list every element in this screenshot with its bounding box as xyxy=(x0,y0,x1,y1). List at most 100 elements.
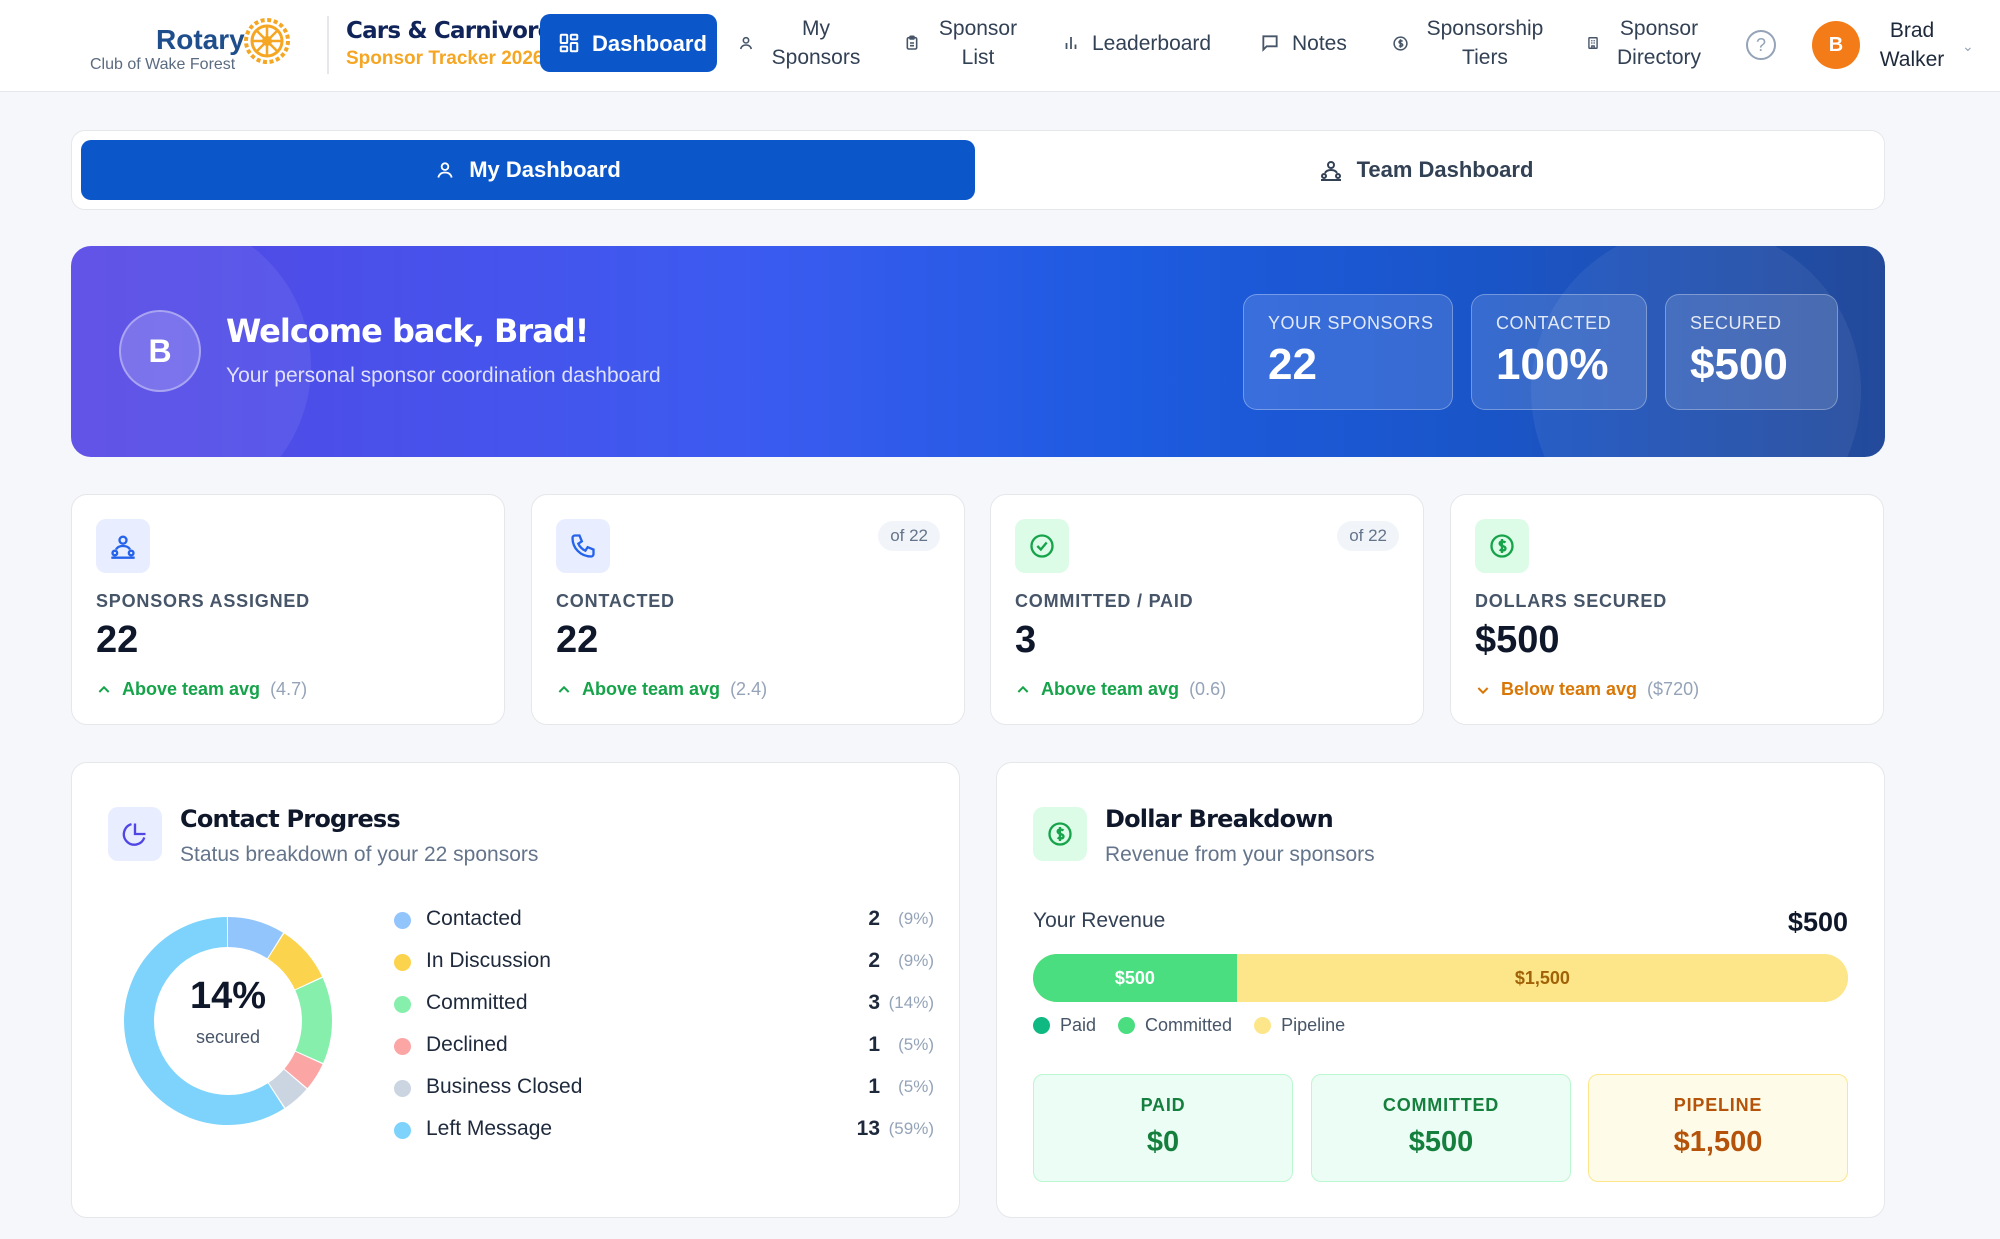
card-label: CONTACTED xyxy=(556,591,675,611)
nav-label: Sponsor Directory xyxy=(1616,17,1701,69)
card-contacted: of 22 CONTACTED 22 Above team avg (2.4) xyxy=(531,494,965,725)
welcome-banner: B Welcome back, Brad! Your personal spon… xyxy=(71,246,1885,457)
nav-leaderboard[interactable]: Leaderboard xyxy=(1062,14,1211,72)
hero-avatar: B xyxy=(119,310,201,392)
legend-item-committed: Committed xyxy=(1118,1015,1232,1036)
chevron-down-icon[interactable]: ⌄ xyxy=(1962,38,1974,54)
help-icon[interactable]: ? xyxy=(1746,30,1776,60)
user-icon xyxy=(437,162,453,178)
users-icon xyxy=(96,519,150,573)
panel-title: Contact Progress xyxy=(180,805,401,833)
tab-my-dashboard[interactable]: My Dashboard xyxy=(81,140,975,200)
nav-my-sponsors[interactable]: My Sponsors xyxy=(738,14,866,72)
box-committed: COMMITTED $500 xyxy=(1311,1074,1571,1182)
box-pipeline: PIPELINE $1,500 xyxy=(1588,1074,1848,1182)
legend-name: Committed xyxy=(426,991,528,1014)
legend-count: 2 xyxy=(868,907,880,930)
donut-segment-committed xyxy=(124,917,332,1125)
legend-row-business-closed: Business Closed 1 (5%) xyxy=(394,1073,934,1103)
panel-subtitle: Status breakdown of your 22 sponsors xyxy=(180,843,539,866)
revenue-segment-pipeline: $1,500 xyxy=(1236,954,1848,1002)
legend-count: 13 xyxy=(856,1117,880,1140)
nav-label: My Sponsors xyxy=(771,17,861,69)
legend-count: 2 xyxy=(868,949,880,972)
card-label: COMMITTED / PAID xyxy=(1015,591,1194,611)
dollar-circle-icon xyxy=(1393,35,1408,51)
revenue-segment-committed: $500 xyxy=(1033,954,1237,1002)
card-sponsors-assigned: SPONSORS ASSIGNED 22 Above team avg (4.7… xyxy=(71,494,505,725)
stat-label: CONTACTED xyxy=(1496,313,1612,333)
stat-value: 100% xyxy=(1496,340,1609,389)
legend-dot xyxy=(394,912,411,929)
dashboard-toggle: My Dashboard Team Dashboard xyxy=(71,130,1885,210)
building-icon xyxy=(1588,37,1598,49)
stat-label: YOUR SPONSORS xyxy=(1268,313,1434,333)
tab-label: Team Dashboard xyxy=(1356,157,1534,182)
legend-dot xyxy=(1033,1017,1050,1034)
stat-value: 22 xyxy=(1268,340,1317,389)
legend-name: Business Closed xyxy=(426,1075,583,1098)
legend-pct: (9%) xyxy=(898,909,934,928)
welcome-title: Welcome back, Brad! xyxy=(226,312,589,350)
legend-pct: (5%) xyxy=(898,1035,934,1054)
card-trend: Above team avg (0.6) xyxy=(1015,679,1226,700)
legend-pct: (59%) xyxy=(888,1119,934,1138)
nav-sponsor-directory[interactable]: Sponsor Directory xyxy=(1586,14,1706,72)
nav-label: Sponsor List xyxy=(938,17,1018,69)
legend-name: Committed xyxy=(1145,1015,1233,1035)
nav-dashboard[interactable]: Dashboard xyxy=(540,14,717,72)
legend-pct: (9%) xyxy=(898,951,934,970)
message-icon xyxy=(1262,35,1278,52)
box-value: $500 xyxy=(1408,1126,1474,1158)
dollar-icon xyxy=(1033,807,1087,861)
stat-your-sponsors: YOUR SPONSORS 22 xyxy=(1243,294,1453,410)
rotary-wheel-icon xyxy=(244,18,290,64)
rotary-logo[interactable]: Rotary Club of Wake Forest xyxy=(90,14,295,76)
legend-name: In Discussion xyxy=(426,949,551,972)
bar-chart-icon xyxy=(1065,37,1077,49)
donut-center-value: 14% xyxy=(189,975,267,1017)
legend-row-in-discussion: In Discussion 2 (9%) xyxy=(394,947,934,977)
box-label: PAID xyxy=(1140,1095,1186,1115)
brand-divider xyxy=(327,16,329,74)
legend-name: Left Message xyxy=(426,1117,553,1140)
trend-avg: (2.4) xyxy=(730,679,768,699)
revenue-total: $500 xyxy=(1787,907,1848,937)
user-avatar[interactable]: B xyxy=(1812,21,1860,69)
nav-sponsorship-tiers[interactable]: Sponsorship Tiers xyxy=(1392,14,1549,72)
pie-chart-icon xyxy=(108,807,162,861)
legend-pct: (14%) xyxy=(888,993,934,1012)
trend-text: Below team avg xyxy=(1501,679,1638,699)
card-of-badge: of 22 xyxy=(1337,521,1399,551)
card-dollars-secured: DOLLARS SECURED $500 Below team avg ($72… xyxy=(1450,494,1884,725)
dollar-icon xyxy=(1475,519,1529,573)
trend-text: Above team avg xyxy=(1041,679,1180,699)
legend-count: 1 xyxy=(868,1075,880,1098)
user-name[interactable]: Brad Walker xyxy=(1879,19,1945,71)
trend-avg: (0.6) xyxy=(1189,679,1227,699)
chevron-down-icon xyxy=(1477,686,1489,694)
donut-segment-left-message xyxy=(124,917,332,1125)
card-label: SPONSORS ASSIGNED xyxy=(96,591,310,611)
stat-value: $500 xyxy=(1690,340,1788,389)
card-committed-paid: of 22 COMMITTED / PAID 3 Above team avg … xyxy=(990,494,1424,725)
app-subtitle: Sponsor Tracker 2026 xyxy=(346,48,544,69)
user-icon xyxy=(739,36,753,50)
card-value: $500 xyxy=(1475,619,1560,661)
nav-label: Dashboard xyxy=(592,30,707,56)
nav-sponsor-list[interactable]: Sponsor List xyxy=(904,14,1024,72)
chevron-up-icon xyxy=(98,685,110,693)
nav-label: Notes xyxy=(1292,31,1347,55)
top-nav: Rotary Club of Wake Forest Cars & Carniv… xyxy=(0,0,2000,92)
users-icon xyxy=(1320,161,1341,181)
legend-dot xyxy=(394,1122,411,1139)
card-value: 3 xyxy=(1015,619,1037,661)
revenue-legend: Paid Committed Pipeline xyxy=(1033,1015,1345,1036)
tab-team-dashboard[interactable]: Team Dashboard xyxy=(975,140,1877,200)
trend-text: Above team avg xyxy=(582,679,721,699)
clipboard-icon xyxy=(906,35,918,50)
stat-label: SECURED xyxy=(1690,313,1782,333)
legend-name: Declined xyxy=(426,1033,508,1056)
app-title: Cars & Carnivores xyxy=(346,18,566,44)
nav-notes[interactable]: Notes xyxy=(1260,14,1347,72)
